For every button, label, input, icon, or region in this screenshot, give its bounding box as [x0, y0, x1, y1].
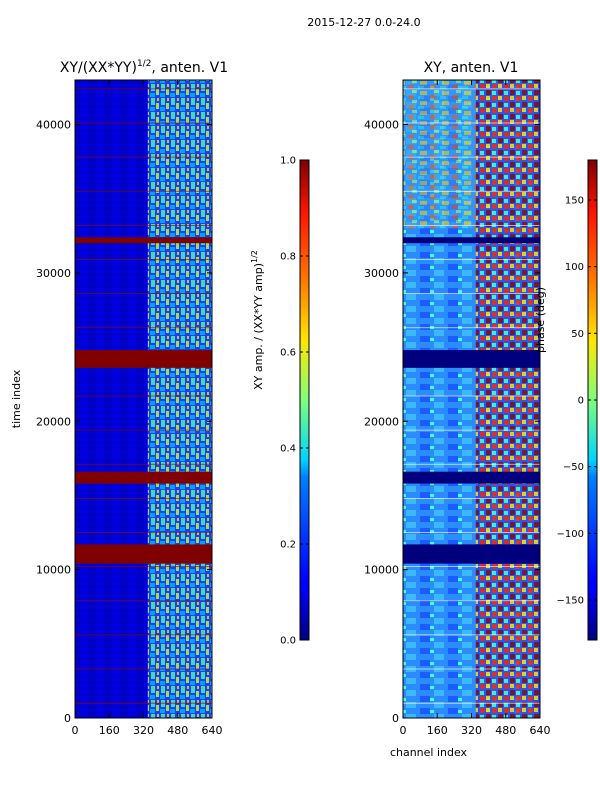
- x-tick-label: 0: [72, 724, 79, 737]
- saturated-band: [75, 471, 212, 484]
- gap-band: [403, 544, 540, 564]
- chart-title: XY, anten. V1: [424, 60, 519, 76]
- colorbar-tick-label: 0.8: [280, 252, 296, 263]
- x-tick-label: 160: [99, 724, 120, 737]
- x-axis-label: channel index: [390, 746, 468, 759]
- heatmap-top-region: [403, 80, 476, 229]
- colorbar-tick-label: 0.2: [280, 540, 296, 551]
- y-tick-label: 0: [392, 712, 399, 725]
- y-tick-label: 20000: [364, 415, 399, 428]
- saturated-band: [75, 350, 212, 368]
- colorbar-tick-label: −150: [557, 596, 584, 607]
- x-tick-label: 480: [495, 724, 516, 737]
- y-tick-label: 10000: [364, 564, 399, 577]
- chart-title-superscript: 1/2: [137, 59, 151, 69]
- y-tick-label: 40000: [36, 119, 71, 132]
- chart-title-main: XY, anten. V1: [424, 60, 519, 76]
- colorbar-label: phase (deg): [534, 287, 547, 353]
- saturated-band: [75, 544, 212, 564]
- chart-title: XY/(XX*YY)1/2, anten. V1: [60, 59, 228, 76]
- y-tick-label: 30000: [36, 267, 71, 280]
- y-tick-label: 30000: [364, 267, 399, 280]
- colorbar: 0.0 0.2 0.4 0.6 0.8 1.0 XY amp. / (XX*YY amp)1…: [250, 156, 310, 647]
- x-tick-label: 640: [202, 724, 223, 737]
- gap-band: [403, 350, 540, 368]
- gap-band: [403, 471, 540, 484]
- colorbar-tick-label: 0.0: [280, 636, 296, 647]
- chart-title-tail: , anten. V1: [151, 60, 228, 76]
- heatmap-bright-region: [475, 80, 540, 718]
- chart-title-main: XY/(XX*YY): [60, 60, 137, 76]
- heatmap-bright-region: [147, 80, 212, 718]
- x-tick-label: 320: [133, 724, 154, 737]
- y-axis-label: time index: [10, 369, 23, 428]
- colorbar-tick-label: 50: [571, 329, 584, 340]
- colorbar-tick-label: 0.6: [280, 348, 296, 359]
- colorbar-tick-label: 0.4: [280, 444, 296, 455]
- colorbar-tick-label: −50: [563, 462, 584, 473]
- y-tick-label: 40000: [364, 119, 399, 132]
- y-tick-label: 0: [64, 712, 71, 725]
- colorbar-label-main: phase (deg): [534, 287, 547, 353]
- colorbar: −150 −100 −50 0 50 100 150 phase (deg): [534, 159, 598, 641]
- colorbar-gradient: [299, 159, 310, 641]
- x-tick-label: 320: [461, 724, 482, 737]
- x-tick-label: 160: [427, 724, 448, 737]
- colorbar-tick-label: 0: [578, 396, 584, 407]
- phase-heatmap: XY, anten. V1 0 160 320 480 640 0 10000 20000 300…: [364, 60, 598, 759]
- amplitude-ratio-heatmap: XY/(XX*YY)1/2, anten. V10 160 320 480 640010…: [10, 59, 310, 737]
- saturated-band: [75, 237, 212, 244]
- colorbar-label-superscript: 1/2: [250, 250, 259, 263]
- y-tick-label: 20000: [36, 415, 71, 428]
- gap-band: [403, 237, 540, 244]
- colorbar-tick-label: −100: [557, 529, 584, 540]
- x-tick-label: 0: [400, 724, 407, 737]
- colorbar-label: XY amp. / (XX*YY amp)1/2: [250, 250, 265, 390]
- colorbar-tick-label: 100: [565, 262, 584, 273]
- figure-title: 2015-12-27 0.0-24.0: [307, 16, 420, 29]
- colorbar-tick-label: 150: [565, 196, 584, 207]
- x-tick-label: 480: [167, 724, 188, 737]
- x-tick-label: 640: [530, 724, 551, 737]
- colorbar-label-main: XY amp. / (XX*YY amp): [252, 263, 265, 390]
- y-tick-label: 10000: [36, 564, 71, 577]
- colorbar-tick-label: 1.0: [280, 156, 296, 167]
